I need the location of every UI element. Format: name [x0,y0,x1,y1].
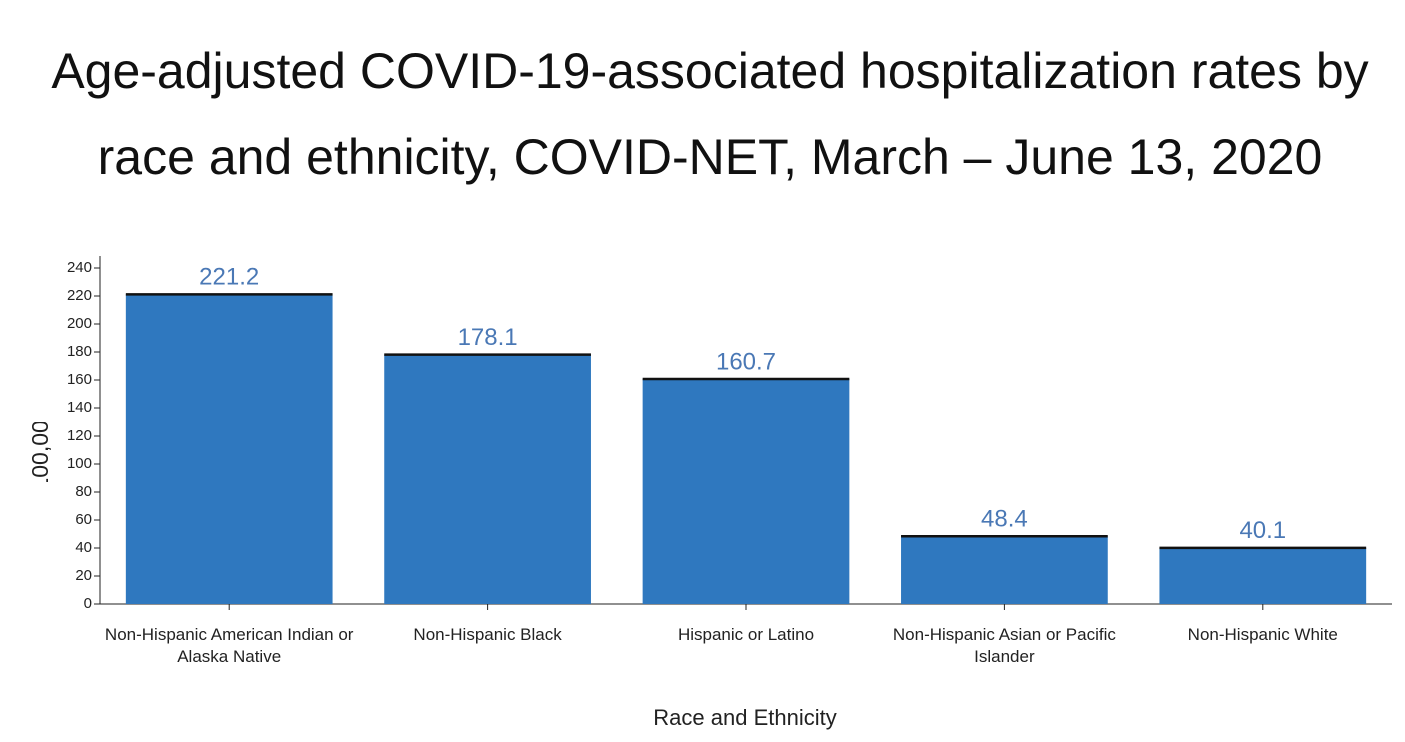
y-tick-label: 40 [75,539,92,556]
y-tick-label: 140 [67,399,92,416]
x-tick-label: Non-Hispanic Black [413,625,562,644]
y-tick-label: 100 [67,455,92,472]
x-tick-label: Non-Hispanic American Indian or Alaska N… [104,625,354,666]
bar [901,536,1108,604]
bar [1159,547,1367,604]
value-label: 40.1 [1239,517,1286,544]
value-label: 48.4 [981,506,1028,533]
y-tick-label: 200 [67,315,92,332]
y-tick-label: 60 [75,511,92,528]
y-tick-label: 220 [67,287,92,304]
y-axis-title: Rate per 100,000 population [27,295,53,585]
y-tick-label: 160 [67,371,92,388]
value-label: 221.2 [199,264,259,291]
value-label: 160.7 [716,348,776,375]
x-tick-label: Non-Hispanic White [1187,625,1338,644]
y-tick-label: 180 [67,343,92,360]
chart-title: Age-adjusted COVID-19-associated hospita… [51,43,1369,185]
x-tick-label: Non-Hispanic Asian or Pacific Islander [892,625,1116,666]
y-tick-label: 120 [67,427,92,444]
bar [642,379,850,604]
y-tick-label: 240 [67,259,92,276]
y-tick-label: 0 [84,595,92,612]
y-tick-label: 80 [75,483,92,500]
value-label: 178.1 [458,324,518,351]
bar [384,354,591,604]
bar [125,294,333,604]
x-axis-title: Race and Ethnicity [653,705,837,730]
y-tick-label: 20 [75,567,92,584]
x-tick-label: Hispanic or Latino [677,625,815,644]
